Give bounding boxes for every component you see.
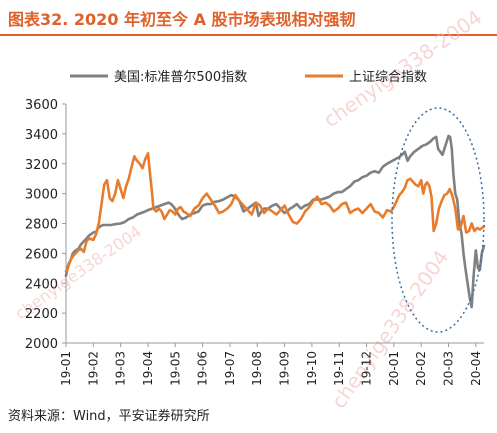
x-tick-label: 19-05 <box>168 351 182 386</box>
series-layer <box>64 134 486 309</box>
y-tick-label: 3600 <box>25 98 58 113</box>
y-tick-label: 2600 <box>25 247 58 262</box>
legend-label-0: 美国:标准普尔500指数 <box>114 70 247 85</box>
axes: 2000 2200 2400 2600 2800 3000 3200 3400 3600 19-0… <box>25 98 484 386</box>
watermark-text-top: chenyige338-2004 <box>319 5 486 132</box>
x-tick-label: 19-07 <box>223 351 237 386</box>
x-tick-label: 20-01 <box>387 351 401 386</box>
x-tick-label: 20-04 <box>469 351 483 386</box>
x-tick-label: 19-04 <box>141 351 155 386</box>
y-tick-label: 2400 <box>25 277 58 292</box>
y-tick-label: 2000 <box>25 337 58 352</box>
highlight-ellipse <box>391 107 485 333</box>
legend: 美国:标准普尔500指数 上证综合指数 <box>70 70 427 85</box>
x-tick-label: 20-02 <box>414 351 428 386</box>
title-rule <box>0 34 497 36</box>
watermark-text-bottom: chenyige338-2004 <box>326 246 453 413</box>
x-tick-label: 19-02 <box>86 351 100 386</box>
legend-label-1: 上证综合指数 <box>349 70 427 85</box>
y-tick-label: 3400 <box>25 128 58 143</box>
y-tick-label: 3200 <box>25 158 58 173</box>
y-tick-label: 2800 <box>25 218 58 233</box>
x-tick-label: 19-10 <box>305 351 319 386</box>
y-tick-label: 2200 <box>25 307 58 322</box>
x-tick-label: 19-08 <box>250 351 264 386</box>
x-tick-label: 19-06 <box>196 351 210 386</box>
x-tick-label: 20-03 <box>441 351 455 386</box>
x-tick-label: 19-03 <box>114 351 128 386</box>
x-tick-label: 19-09 <box>278 351 292 386</box>
series-line-1 <box>64 152 486 273</box>
source-note: 资料来源：Wind，平安证券研究所 <box>8 409 210 424</box>
x-tick-label: 19-12 <box>360 351 374 386</box>
figure-title: 图表32. 2020 年初至今 A 股市场表现相对强韧 <box>8 10 356 29</box>
x-tick-label: 19-01 <box>59 351 73 386</box>
x-tick-label: 19-11 <box>332 351 346 386</box>
y-tick-label: 3000 <box>25 188 58 203</box>
